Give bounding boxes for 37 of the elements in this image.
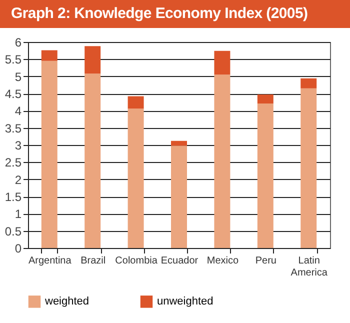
y-tick-label: 2 [14, 172, 22, 187]
x-tick-label: Peru [255, 256, 276, 266]
bar [300, 78, 317, 88]
bar [171, 146, 187, 248]
bar [128, 96, 144, 109]
bar [257, 103, 274, 248]
y-tick-label: 0 [14, 242, 22, 256]
y-tick-label: 5 [14, 70, 22, 84]
bar [214, 74, 230, 248]
legend-label: weighted [44, 296, 90, 308]
y-tick-label: 2.5 [4, 156, 22, 170]
x-tick-label: Brazil [80, 256, 106, 266]
y-tick-label: 4.5 [4, 87, 22, 101]
bar [300, 88, 317, 248]
bar [171, 140, 187, 146]
chart-title: Graph 2: Knowledge Economy Index (2005) [0, 0, 350, 28]
bar [41, 60, 58, 248]
y-tick-label: 3.5 [4, 121, 22, 136]
bar [84, 74, 101, 248]
legend-label: unweighted [157, 296, 214, 308]
x-tick-label: Argentina [28, 256, 72, 266]
bar [214, 50, 230, 75]
bar [128, 108, 144, 248]
y-tick-label: 1.5 [4, 190, 22, 204]
y-tick-label: 5.5 [4, 52, 22, 67]
x-tick-label: Latin America [290, 256, 328, 278]
y-tick-label: 0.5 [4, 224, 22, 238]
x-tick-label: Colombia [115, 256, 158, 266]
y-tick-label: 6 [14, 36, 22, 50]
y-tick-label: 4 [14, 104, 22, 118]
bar [41, 50, 58, 61]
y-tick-label: 1 [14, 207, 22, 222]
bar [84, 46, 101, 74]
x-tick-label: Ecuador [160, 256, 199, 266]
y-tick-label: 3 [14, 138, 22, 152]
bar [257, 94, 274, 104]
x-tick-label: Mexico [206, 256, 239, 266]
